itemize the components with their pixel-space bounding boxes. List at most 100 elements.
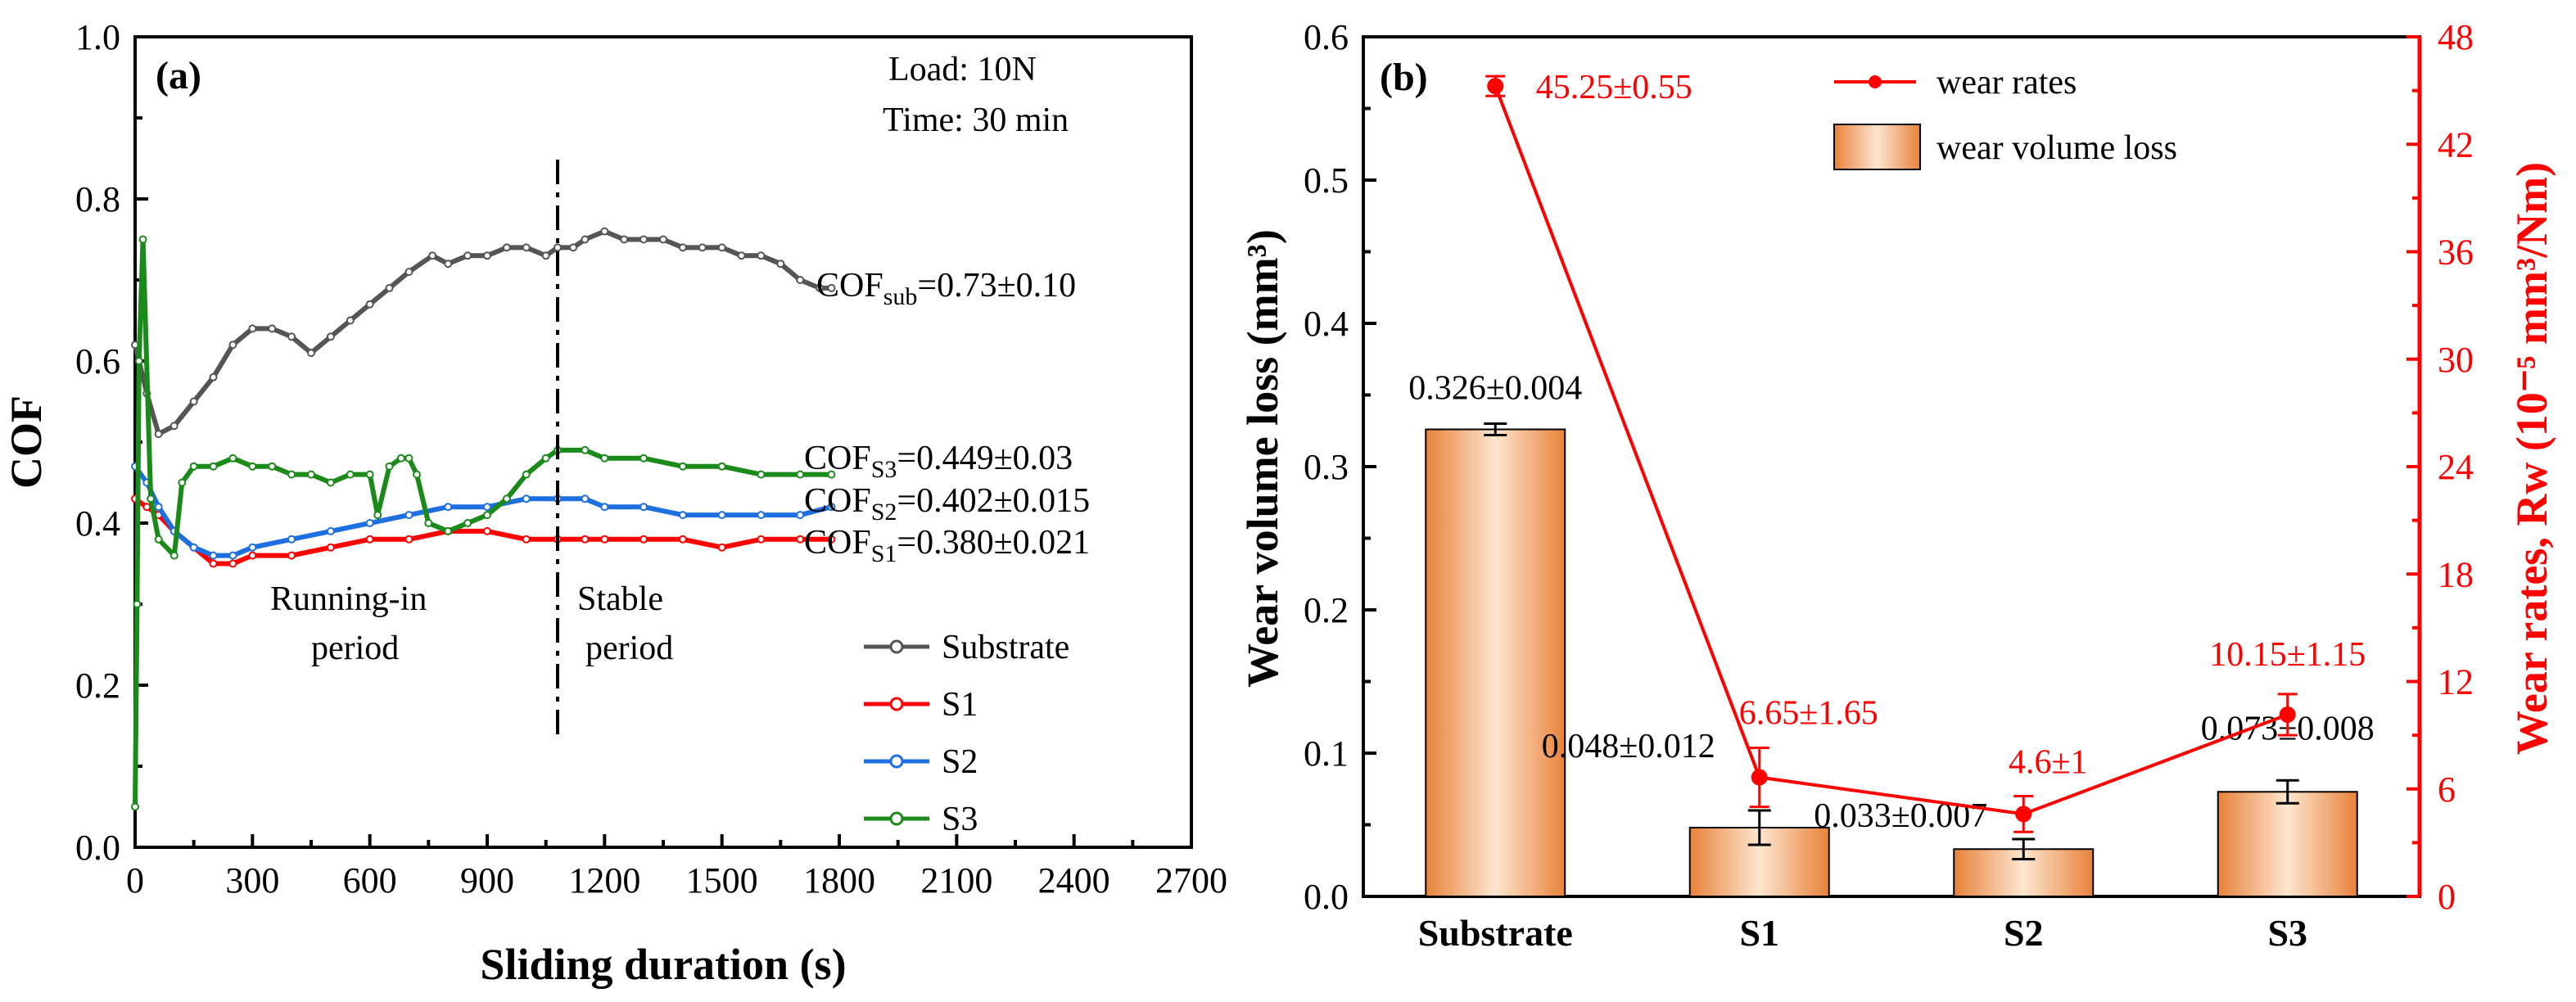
bar-s3 [2217, 791, 2358, 897]
series-point-substrate [678, 243, 687, 252]
series-point-substrate [307, 349, 315, 358]
legend-label-s2: S2 [942, 743, 978, 781]
series-point-s1 [365, 535, 374, 544]
series-point-substrate [346, 316, 355, 325]
x-tick-label-a: 2700 [1155, 860, 1227, 900]
series-point-substrate [169, 422, 179, 431]
legend-label-substrate: Substrate [942, 629, 1069, 666]
series-point-s3 [169, 551, 179, 560]
series-point-s1 [483, 526, 491, 535]
series-point-s2 [228, 551, 237, 560]
wear-rate-label-s2: 4.6±1 [2009, 743, 2088, 781]
series-point-substrate [659, 235, 667, 244]
series-point-substrate [502, 243, 511, 252]
series-point-s3 [326, 478, 335, 487]
series-point-s3 [483, 511, 491, 520]
series-point-s3 [133, 600, 142, 608]
series-point-s2 [600, 503, 609, 512]
series-point-s3 [757, 470, 766, 479]
series-point-s1 [581, 535, 590, 544]
cof-series-group [131, 227, 836, 811]
cof-sub-prefix: COF [816, 267, 884, 305]
category-label-substrate: Substrate [1418, 912, 1573, 954]
y2-tick-label-b: 0 [2438, 877, 2456, 917]
legend-marker-s2 [889, 754, 904, 769]
series-point-substrate [326, 332, 335, 341]
series-point-s2 [678, 511, 687, 520]
y2-tick-label-b: 12 [2438, 662, 2474, 702]
series-point-s3 [541, 454, 550, 463]
cof-s2-prefix: COF [804, 482, 871, 520]
series-point-substrate [776, 260, 785, 269]
series-point-s1 [209, 559, 218, 568]
series-point-s3 [228, 454, 237, 463]
y2-tick-label-b: 42 [2438, 124, 2474, 165]
cof-s1-annotation: COFS1=0.380±0.021 [804, 524, 1090, 567]
legend-label-s3: S3 [942, 801, 978, 838]
series-point-substrate [554, 243, 562, 252]
y-axis-title-b: Wear volume loss (mm³) [1238, 229, 1287, 688]
series-point-s3 [268, 462, 277, 471]
y2-tick-label-b: 36 [2438, 232, 2474, 273]
y-tick-label-b: 0.0 [1304, 877, 1349, 917]
y-tick-label-b: 0.4 [1304, 304, 1349, 344]
series-point-s1 [522, 535, 531, 544]
series-point-substrate [737, 251, 746, 260]
series-point-substrate [541, 251, 550, 260]
wear-rate-point-s1 [1751, 769, 1768, 786]
series-point-s1 [248, 551, 257, 560]
series-point-s3 [396, 454, 405, 463]
wear-rate-label-s3: 10.15±1.15 [2209, 636, 2366, 674]
series-line-substrate [133, 228, 832, 437]
y2-tick-label-b: 48 [2438, 17, 2474, 57]
legend-wear-volume-label: wear volume loss [1937, 129, 2177, 167]
series-point-substrate [620, 235, 629, 244]
series-point-s1 [678, 535, 687, 544]
y-axis-title-a: COF [2, 395, 51, 489]
y-tick-label-b: 0.5 [1304, 160, 1349, 201]
series-point-s2 [154, 503, 163, 512]
x-tick-label-a: 300 [225, 860, 279, 900]
wear-rate-line: 45.25±0.55 6.65±1.65 4.6±1 10.15±1.15 [1485, 69, 2366, 833]
series-point-s1 [600, 535, 609, 544]
cof-s3-subscript: S3 [871, 456, 897, 483]
series-point-substrate [209, 372, 218, 381]
series-point-substrate [268, 324, 277, 333]
series-point-s3 [346, 470, 355, 479]
y-tick-label-a: 0.4 [75, 503, 120, 544]
series-point-s3 [131, 802, 139, 811]
y-tick-label-a: 0.2 [75, 666, 120, 706]
series-point-s3 [827, 470, 836, 479]
cof-s2-value: =0.402±0.015 [897, 482, 1090, 520]
legend-a: Substrate S1 S2 S3 [864, 629, 1069, 838]
cof-s1-value: =0.380±0.021 [897, 524, 1090, 562]
series-point-s2 [581, 494, 590, 503]
series-point-s3 [796, 470, 805, 479]
series-point-s3 [178, 478, 187, 487]
series-point-substrate [796, 276, 805, 284]
series-point-substrate [483, 251, 491, 260]
category-label-s3: S3 [2267, 912, 2307, 954]
x-and-y-ticks-a: 0 300 600 900 1200 1500 1800 2100 2400 2700 0.0 0.2… [75, 17, 1227, 900]
bar-value-label-substrate: 0.326±0.004 [1408, 370, 1582, 408]
series-point-s3 [404, 454, 414, 463]
series-point-s3 [373, 511, 382, 520]
series-point-substrate [698, 243, 707, 252]
bar-value-label-s2: 0.033±0.007 [1814, 797, 1987, 835]
series-point-s2 [827, 503, 836, 512]
series-point-s2 [483, 503, 491, 512]
series-line-s2 [133, 464, 833, 558]
panel-label-b: (b) [1380, 56, 1428, 99]
series-point-substrate [717, 243, 726, 252]
panel-a-cof-chart: 0 300 600 900 1200 1500 1800 2100 2400 2700 0.0 0.2… [2, 17, 1227, 989]
series-point-s2 [757, 511, 766, 520]
series-point-s3 [424, 519, 433, 527]
series-point-s3 [639, 454, 649, 463]
series-point-s1 [287, 551, 296, 560]
x-tick-label-a: 1800 [803, 860, 875, 900]
series-point-s2 [189, 543, 198, 552]
series-point-s3 [147, 494, 156, 503]
y-tick-label-a: 0.8 [75, 179, 120, 219]
series-point-substrate [365, 300, 374, 309]
y2-axis-title-b: Wear rates, Rw (10⁻⁵ mm³/Nm) [2507, 162, 2556, 755]
